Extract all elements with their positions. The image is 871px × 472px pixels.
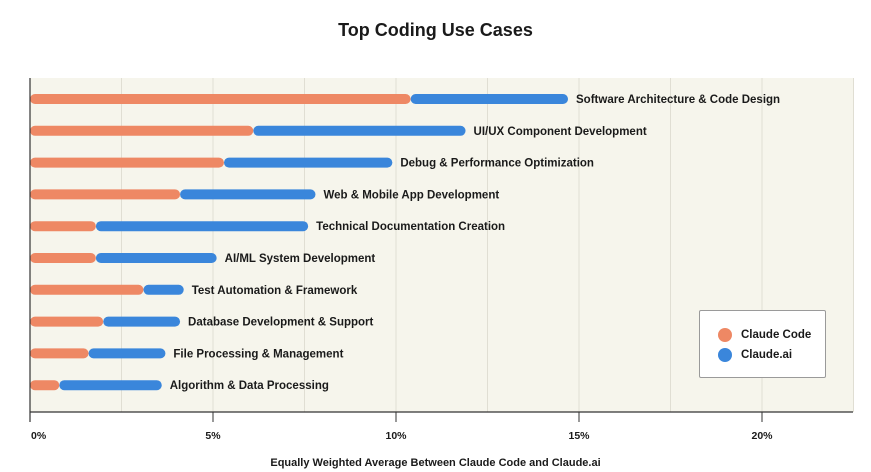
category-label: Web & Mobile App Development (323, 189, 499, 201)
x-tick-label: 20% (751, 430, 773, 442)
category-label: Technical Documentation Creation (316, 221, 505, 233)
legend-item-claude-ai: Claude.ai (718, 348, 792, 362)
x-tick-label: 0% (31, 430, 47, 442)
legend-label: Claude Code (741, 329, 812, 341)
x-tick-label: 10% (385, 430, 407, 442)
x-tick-label: 5% (205, 430, 221, 442)
legend-swatch-claude-code (718, 328, 732, 342)
category-label: File Processing & Management (173, 348, 343, 360)
x-axis-ticks: 0% 5% 10% 15% 20% (29, 412, 773, 442)
x-axis-label: Equally Weighted Average Between Claude … (270, 457, 601, 469)
category-label: Database Development & Support (188, 317, 373, 329)
category-label: Test Automation & Framework (192, 285, 358, 297)
chart-title: Top Coding Use Cases (338, 20, 533, 40)
category-label: AI/ML System Development (225, 253, 376, 265)
legend-label: Claude.ai (741, 349, 793, 361)
category-labels: Software Architecture & Code Design UI/UX… (170, 94, 780, 392)
legend-item-claude-code: Claude Code (718, 328, 811, 342)
legend: Claude Code Claude.ai (699, 310, 826, 378)
legend-swatch-claude-ai (718, 348, 732, 362)
category-label: Software Architecture & Code Design (576, 94, 780, 106)
category-label: UI/UX Component Development (474, 126, 647, 138)
category-label: Debug & Performance Optimization (400, 158, 594, 170)
bars (30, 94, 569, 391)
x-tick-label: 15% (568, 430, 590, 442)
category-label: Algorithm & Data Processing (170, 380, 329, 392)
